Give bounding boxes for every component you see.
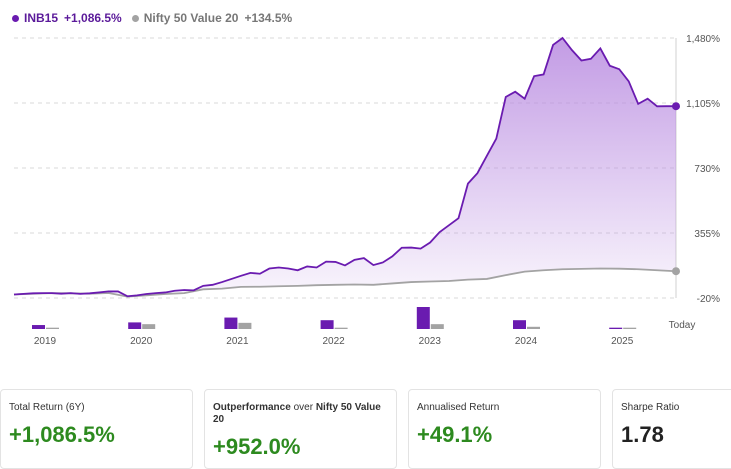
year-bar-benchmark[interactable] bbox=[46, 327, 59, 329]
returns-chart: 1,480% 1,105% 730% 355% -20% 2019 2020 2021 202… bbox=[13, 34, 720, 347]
card-label: Sharpe Ratio bbox=[621, 402, 680, 413]
x-tick-label: 2024 bbox=[515, 336, 538, 347]
legend-series-return: +134.5% bbox=[244, 11, 293, 25]
x-tick-label: 2019 bbox=[34, 336, 57, 347]
y-tick-label: -20% bbox=[697, 294, 720, 305]
sharpe-ratio-card: Sharpe Ratio 1.78 bbox=[612, 389, 731, 469]
year-bar-benchmark[interactable] bbox=[623, 327, 637, 329]
year-bar-inb15[interactable] bbox=[32, 325, 45, 329]
card-label-mid: over bbox=[290, 402, 316, 413]
year-bar-inb15[interactable] bbox=[416, 307, 430, 329]
y-tick-label: 1,480% bbox=[686, 34, 720, 45]
year-bar-inb15[interactable] bbox=[513, 320, 526, 329]
card-label-benchmark: Nifty 50 Value 20 bbox=[213, 402, 381, 425]
year-bar-inb15[interactable] bbox=[128, 322, 142, 329]
card-value: 1.78 bbox=[621, 422, 664, 447]
x-tick-label: 2025 bbox=[611, 336, 634, 347]
y-tick-label: 730% bbox=[694, 164, 720, 175]
card-value: +952.0% bbox=[213, 434, 301, 459]
year-bar-inb15[interactable] bbox=[320, 320, 334, 329]
card-label: Outperformance over Nifty 50 Value 20 bbox=[213, 402, 388, 426]
x-tick-label: 2020 bbox=[130, 336, 153, 347]
series-endpoint-inb15[interactable] bbox=[672, 102, 680, 111]
series-endpoint-benchmark[interactable] bbox=[672, 267, 680, 276]
year-bar-inb15[interactable] bbox=[609, 327, 623, 329]
legend-dot-icon bbox=[131, 14, 139, 22]
x-tick-label: 2023 bbox=[419, 336, 442, 347]
legend-item-inb15[interactable]: INB15 +1,086.5% bbox=[12, 11, 122, 25]
year-bar-benchmark[interactable] bbox=[430, 324, 444, 329]
year-bar-benchmark[interactable] bbox=[334, 327, 348, 329]
card-value: +49.1% bbox=[417, 422, 493, 447]
legend-dot-icon bbox=[12, 14, 19, 22]
outperformance-area bbox=[14, 38, 676, 297]
total-return-card: Total Return (6Y) +1,086.5% bbox=[0, 389, 193, 469]
legend-series-return: +1,086.5% bbox=[64, 11, 122, 25]
x-tick-label: Today bbox=[669, 320, 696, 331]
legend-series-name: INB15 bbox=[24, 11, 59, 25]
card-value: +1,086.5% bbox=[9, 422, 115, 447]
chart-legend: INB15 +1,086.5% Nifty 50 Value 20 +134.5… bbox=[12, 10, 302, 26]
year-bar-benchmark[interactable] bbox=[142, 324, 156, 329]
stats-cards: Total Return (6Y) +1,086.5% Outperforman… bbox=[0, 389, 731, 469]
year-bar-benchmark[interactable] bbox=[527, 326, 540, 329]
annualised-return-card: Annualised Return +49.1% bbox=[408, 389, 601, 469]
x-tick-label: 2022 bbox=[322, 336, 345, 347]
card-label-prefix: Outperformance bbox=[213, 402, 291, 413]
card-label: Annualised Return bbox=[417, 402, 500, 413]
outperformance-card: Outperformance over Nifty 50 Value 20 +9… bbox=[204, 389, 397, 469]
y-tick-label: 355% bbox=[694, 229, 720, 240]
card-label: Total Return (6Y) bbox=[9, 402, 85, 413]
series-line-benchmark bbox=[13, 267, 677, 298]
legend-item-benchmark[interactable]: Nifty 50 Value 20 +134.5% bbox=[131, 11, 293, 25]
series-line-inb15 bbox=[13, 36, 676, 298]
x-tick-label: 2021 bbox=[226, 336, 249, 347]
y-tick-label: 1,105% bbox=[686, 99, 720, 110]
year-bar-inb15[interactable] bbox=[224, 317, 238, 329]
legend-series-name: Nifty 50 Value 20 bbox=[143, 11, 239, 25]
year-bar-benchmark[interactable] bbox=[238, 322, 252, 329]
